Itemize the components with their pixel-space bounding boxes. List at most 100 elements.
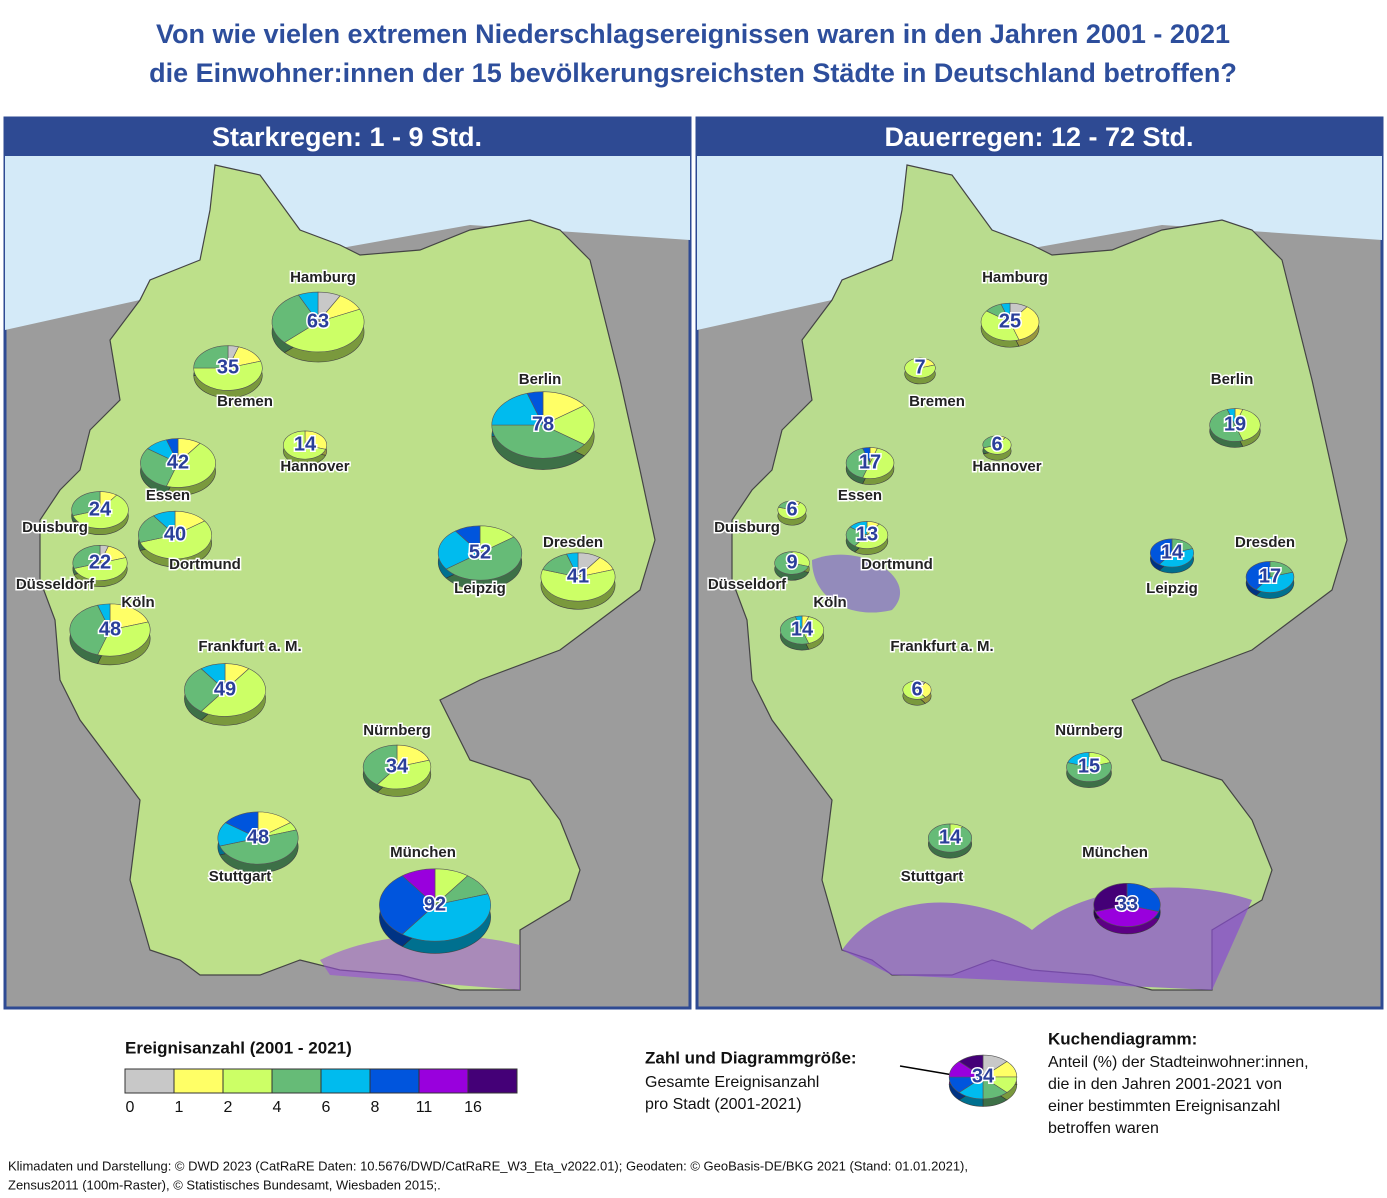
- pie-slice: [445, 536, 523, 581]
- pie-slice: [980, 310, 1020, 342]
- pie-slice: [1126, 883, 1161, 913]
- footer: Zensus2011 (100m-Raster), © Statistische…: [8, 1177, 441, 1192]
- pie-slice: [540, 569, 616, 602]
- pie-total: 41: [567, 565, 589, 587]
- city-label: Düsseldorf: [16, 576, 95, 593]
- legend-swatch: [222, 1068, 273, 1094]
- pie-slice: [1066, 762, 1112, 782]
- city-label: Leipzig: [1146, 580, 1198, 597]
- pie-slice: [152, 510, 176, 536]
- city-label: Hannover: [972, 458, 1041, 475]
- legend-swatch: [467, 1068, 518, 1094]
- legend-pie-title: Kuchendiagramm:: [1048, 1029, 1197, 1048]
- pie-total: 6: [911, 678, 922, 700]
- pie-total: 33: [1116, 893, 1138, 915]
- legend-pie-text: einer bestimmten Ereignisanzahl: [1048, 1098, 1280, 1115]
- pie-slice: [376, 759, 432, 790]
- city-label: Duisburg: [22, 519, 88, 536]
- pie-total: 34: [972, 1065, 995, 1087]
- city-label: Essen: [838, 487, 882, 504]
- pie-slice: [854, 523, 889, 549]
- pie-slice: [1009, 306, 1040, 341]
- pie-slice: [845, 526, 868, 547]
- legend-tick-label: 0: [126, 1099, 135, 1116]
- pie-slice: [271, 294, 319, 343]
- pie-slice: [224, 811, 259, 839]
- pie-slice: [437, 530, 481, 570]
- city-label: Dortmund: [169, 556, 241, 573]
- city-label: Nürnberg: [1055, 722, 1123, 739]
- pie-slice: [904, 357, 936, 379]
- pie-total: 25: [999, 310, 1021, 332]
- city-label: München: [1082, 844, 1148, 861]
- city-label: Duisburg: [714, 519, 780, 536]
- legend-swatch: [124, 1068, 175, 1094]
- pie-slice: [1093, 883, 1128, 913]
- pie-slice: [958, 1054, 984, 1078]
- city-label: Hannover: [280, 458, 349, 475]
- pie-slice: [69, 604, 111, 656]
- pie-total: 6: [786, 498, 797, 520]
- city-label: Dortmund: [861, 556, 933, 573]
- legend-tick-label: 16: [464, 1099, 482, 1116]
- pie-total: 19: [1224, 413, 1246, 435]
- pie-slice: [1234, 409, 1261, 441]
- panel-header: [5, 118, 690, 156]
- pie-total: 7: [914, 356, 925, 378]
- pie-slice: [1067, 752, 1090, 768]
- pie-slice: [138, 515, 176, 543]
- pie-slice: [801, 616, 824, 644]
- panel-header: [697, 118, 1382, 156]
- pie-total: 40: [164, 523, 186, 545]
- pie-slice: [379, 875, 436, 935]
- pie-slice: [791, 551, 810, 567]
- pie-slice: [1000, 302, 1011, 323]
- city-label: Berlin: [1211, 371, 1254, 388]
- pie-slice: [97, 621, 151, 657]
- legend-tick-label: 8: [371, 1099, 380, 1116]
- region-blob: [320, 935, 520, 990]
- city-label: Hamburg: [290, 269, 356, 286]
- pie-slice: [862, 447, 871, 464]
- map-panel: Starkregen: 1 - 9 Std.: [3, 116, 692, 1010]
- pie-slice: [72, 494, 129, 529]
- pie-slice: [491, 392, 544, 426]
- pie-total: 6: [991, 433, 1002, 455]
- city-label: Bremen: [217, 393, 273, 410]
- legend-size-text: pro Stadt (2001-2021): [645, 1096, 802, 1113]
- pie-total: 9: [786, 551, 797, 573]
- pie-slice: [778, 500, 793, 511]
- pie-slice: [97, 603, 111, 631]
- pie-slice: [304, 430, 327, 450]
- pie-slice: [862, 447, 895, 479]
- pie-slice: [916, 682, 932, 698]
- legend-swatch: [320, 1068, 371, 1094]
- legend-title: Ereignisanzahl (2001 - 2021): [125, 1038, 352, 1057]
- city-label: Frankfurt a. M.: [198, 638, 301, 655]
- pie-total: 14: [791, 618, 814, 640]
- pie-total: 42: [167, 451, 189, 473]
- pie-slice: [845, 447, 871, 479]
- pie-slice: [219, 829, 299, 865]
- pie-slice: [794, 615, 803, 631]
- pie-total: 24: [89, 498, 112, 520]
- pie-slice: [777, 502, 807, 520]
- legend-tick-label: 1: [175, 1099, 184, 1116]
- pie-total: 63: [307, 310, 329, 332]
- legend-swatch: [418, 1068, 469, 1094]
- city-label: Nürnberg: [363, 722, 431, 739]
- legend-tick-label: 4: [273, 1099, 282, 1116]
- pie-total: 15: [1078, 755, 1100, 777]
- pie-slice: [362, 744, 398, 786]
- pie-total: 13: [856, 523, 878, 545]
- pie-slice: [297, 291, 319, 323]
- city-label: Köln: [813, 594, 846, 611]
- pie-slice: [165, 442, 216, 488]
- pie-slice: [1255, 571, 1295, 593]
- pie-slice: [780, 616, 810, 645]
- legend-size-title: Zahl und Diagrammgröße:: [645, 1048, 857, 1067]
- pie-slice: [200, 668, 266, 717]
- title: Von wie vielen extremen Niederschlagsere…: [156, 19, 1230, 49]
- pie-slice: [140, 448, 179, 487]
